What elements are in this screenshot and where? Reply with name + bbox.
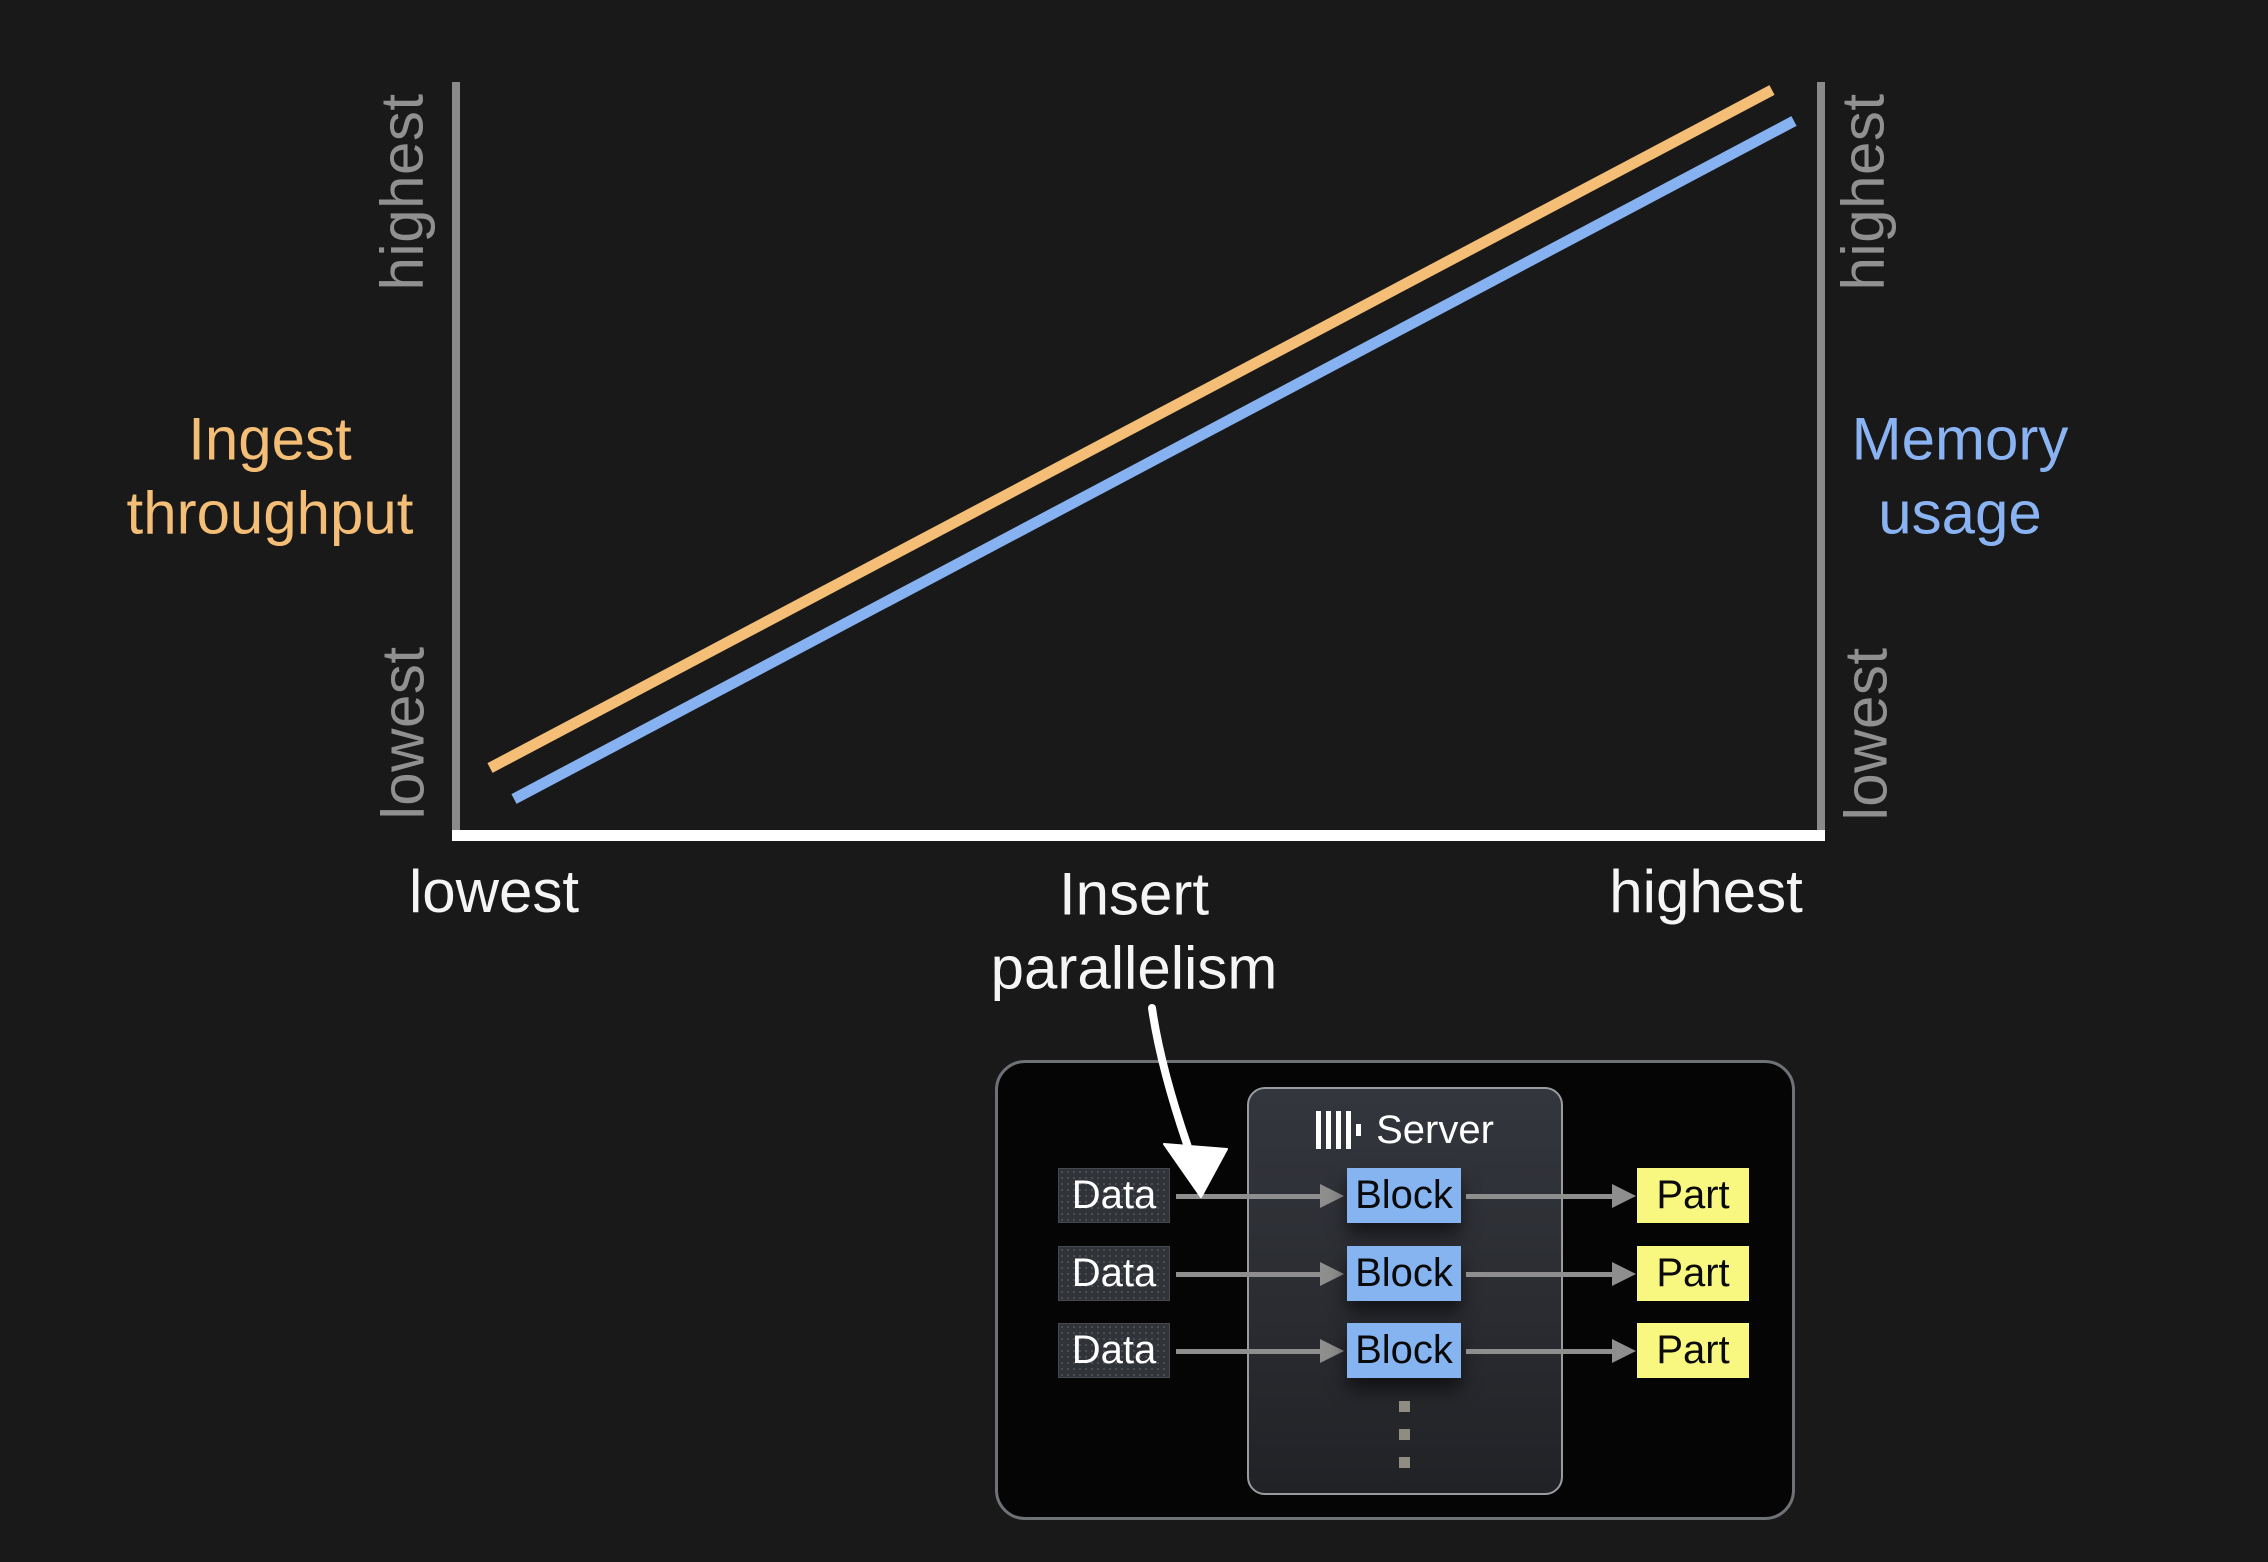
block-to-part-arrow [1466,1339,1636,1363]
memory-usage-line [511,116,1797,804]
data-box: Data [1058,1246,1170,1301]
data-to-block-arrow [1176,1339,1344,1363]
ellipsis-dot [1399,1457,1410,1468]
part-box: Part [1637,1246,1749,1301]
ingest-throughput-axis-title: Ingest throughput [126,405,414,547]
data-box: Data [1058,1168,1170,1223]
part-box: Part [1637,1168,1749,1223]
insert-parallelism-annotation-arrow [1148,1004,1228,1198]
x-tick-lowest: lowest [408,857,580,925]
memory-usage-axis-title: Memory usage [1851,405,2069,547]
ellipsis-dot [1399,1429,1410,1440]
block-box: Block [1347,1323,1461,1378]
server-header: Server [1247,1106,1563,1154]
data-box: Data [1058,1323,1170,1378]
left-y-axis [452,82,460,832]
x-tick-highest: highest [1609,857,1803,925]
x-axis-title: Insert parallelism [990,860,1278,1002]
right-y-axis [1817,82,1825,832]
ingest-throughput-line [487,85,1775,773]
block-to-part-arrow [1466,1184,1636,1208]
server-title: Server [1376,1107,1494,1152]
clickhouse-logo-icon [1316,1110,1362,1150]
block-box: Block [1347,1168,1461,1223]
throughput-memory-chart [487,85,1797,804]
x-axis [452,830,1825,841]
ellipsis-dot [1399,1401,1410,1412]
part-box: Part [1637,1323,1749,1378]
block-to-part-arrow [1466,1262,1636,1286]
block-box: Block [1347,1246,1461,1301]
data-to-block-arrow [1176,1262,1344,1286]
data-to-block-arrow [1176,1184,1344,1208]
